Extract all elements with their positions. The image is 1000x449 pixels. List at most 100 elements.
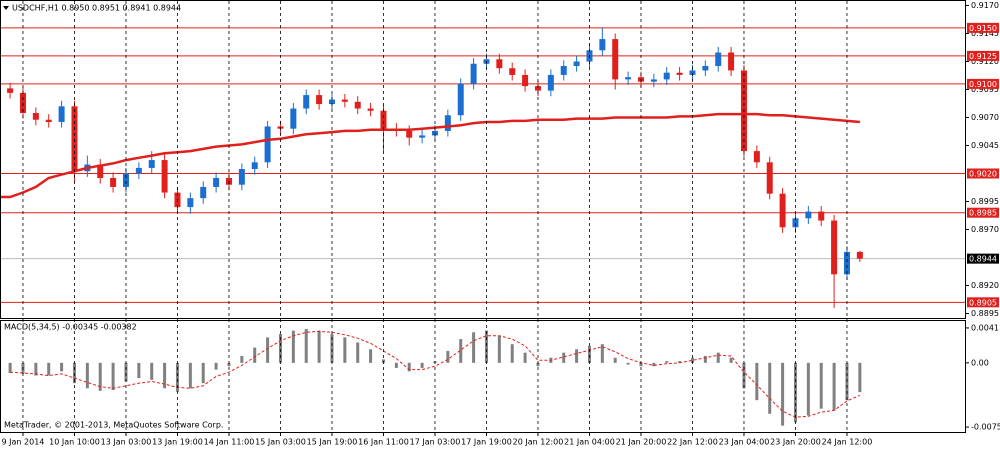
candle-body: [238, 169, 245, 185]
candle-body: [187, 198, 194, 208]
macd-bar: [330, 333, 334, 363]
candle-body: [779, 193, 786, 228]
level-label-box: [967, 297, 999, 308]
macd-title: MACD(5,34,5) -0.00345 -0.00382: [4, 323, 137, 332]
level-label-box: [967, 78, 999, 89]
candle-body: [97, 164, 104, 178]
candle-body: [689, 70, 696, 75]
macd-bar: [175, 362, 179, 392]
x-tick-label: 23 Jan 20:00: [770, 438, 821, 447]
macd-bar: [137, 362, 141, 379]
y-tick-label: 0.9145: [971, 29, 999, 38]
macd-bar: [459, 339, 463, 363]
macd-bar: [665, 361, 669, 363]
x-tick-label: 15 Jan 19:00: [307, 438, 358, 447]
macd-bar: [111, 362, 115, 390]
price-title: USDCHF,H1 0.8950 0.8951 0.8941 0.8944: [12, 4, 181, 13]
level-label: 0.9100: [969, 80, 997, 89]
x-tick-label: 16 Jan 11:00: [358, 438, 409, 447]
macd-bar: [394, 362, 398, 368]
macd-bar: [806, 362, 810, 416]
level-label-box: [967, 50, 999, 61]
candle-body: [380, 110, 387, 129]
candle-body: [444, 115, 451, 131]
macd-bar: [613, 357, 617, 363]
x-tick-label: 10 Jan 10:00: [49, 438, 100, 447]
moving-average: [1, 112, 861, 199]
macd-bar: [819, 362, 823, 409]
candle-body: [650, 79, 657, 82]
macd-bar: [278, 333, 282, 363]
macd-bar: [523, 352, 527, 363]
candle-body: [470, 63, 477, 84]
macd-bar: [34, 362, 38, 376]
macd-bar: [755, 362, 759, 401]
current-price-label: 0.8944: [969, 255, 997, 264]
x-tick-label: 24 Jan 12:00: [822, 438, 873, 447]
candle-body: [19, 92, 26, 114]
candle-body: [251, 162, 258, 170]
candle-body: [110, 177, 117, 187]
candle-body: [496, 59, 503, 69]
macd-bar: [240, 356, 244, 363]
watermark: MetaTrader, © 2001-2013, MetaQuotes Soft…: [4, 421, 223, 430]
macd-bar: [201, 362, 205, 384]
x-tick-label: 21 Jan 04:00: [564, 438, 615, 447]
chart-menu-icon[interactable]: [3, 6, 9, 10]
candle-body: [316, 95, 323, 105]
macd-bar: [703, 356, 707, 363]
level-label: 0.9125: [969, 52, 997, 61]
macd-bar: [768, 362, 772, 414]
level-label: 0.9150: [969, 24, 997, 33]
macd-bar: [575, 349, 579, 363]
candle-body: [303, 95, 310, 109]
x-tick-label: 14 Jan 11:00: [204, 438, 255, 447]
candle-body: [58, 106, 65, 122]
y-tick-label: 0.9070: [971, 113, 999, 122]
candle-body: [341, 99, 348, 102]
candle-body: [792, 218, 799, 228]
macd-bar: [47, 362, 51, 376]
macd-bar: [304, 328, 308, 363]
candle-body: [818, 211, 825, 221]
candle-body: [290, 108, 297, 129]
candle-body: [45, 119, 52, 122]
level-label-box: [967, 207, 999, 218]
y-tick-label: 0.00411: [971, 323, 1000, 332]
candle-body: [457, 83, 464, 116]
x-tick-label: 17 Jan 19:00: [461, 438, 512, 447]
level-label-box: [967, 168, 999, 179]
candle-body: [702, 65, 709, 71]
macd-bar: [832, 362, 836, 411]
y-tick-label: 0.9045: [971, 141, 999, 150]
y-tick-label: 0.9170: [971, 1, 999, 10]
candle-body: [599, 39, 606, 51]
macd-panel-frame: [0, 320, 966, 433]
candle-body: [148, 160, 155, 168]
macd-bar: [150, 362, 154, 380]
y-tick-label: 0.8895: [971, 309, 999, 318]
candle-body: [406, 130, 413, 138]
macd-bar: [600, 344, 604, 363]
y-tick-label: 0.8995: [971, 197, 999, 206]
macd-bar: [626, 362, 630, 365]
macd-bar: [639, 362, 643, 367]
candle-body: [676, 72, 683, 75]
candle-body: [612, 39, 619, 80]
level-label: 0.8985: [969, 209, 997, 218]
candle-body: [560, 65, 567, 75]
macd-bar: [716, 352, 720, 363]
macd-bar: [188, 362, 192, 389]
candle-body: [522, 74, 529, 87]
candle-body: [625, 77, 632, 80]
macd-bar: [652, 362, 656, 367]
macd-bar: [690, 357, 694, 363]
candle-body: [509, 68, 516, 75]
candle-body: [161, 160, 168, 193]
candle-body: [328, 99, 335, 105]
macd-bar: [472, 332, 476, 363]
candle-body: [32, 113, 39, 120]
